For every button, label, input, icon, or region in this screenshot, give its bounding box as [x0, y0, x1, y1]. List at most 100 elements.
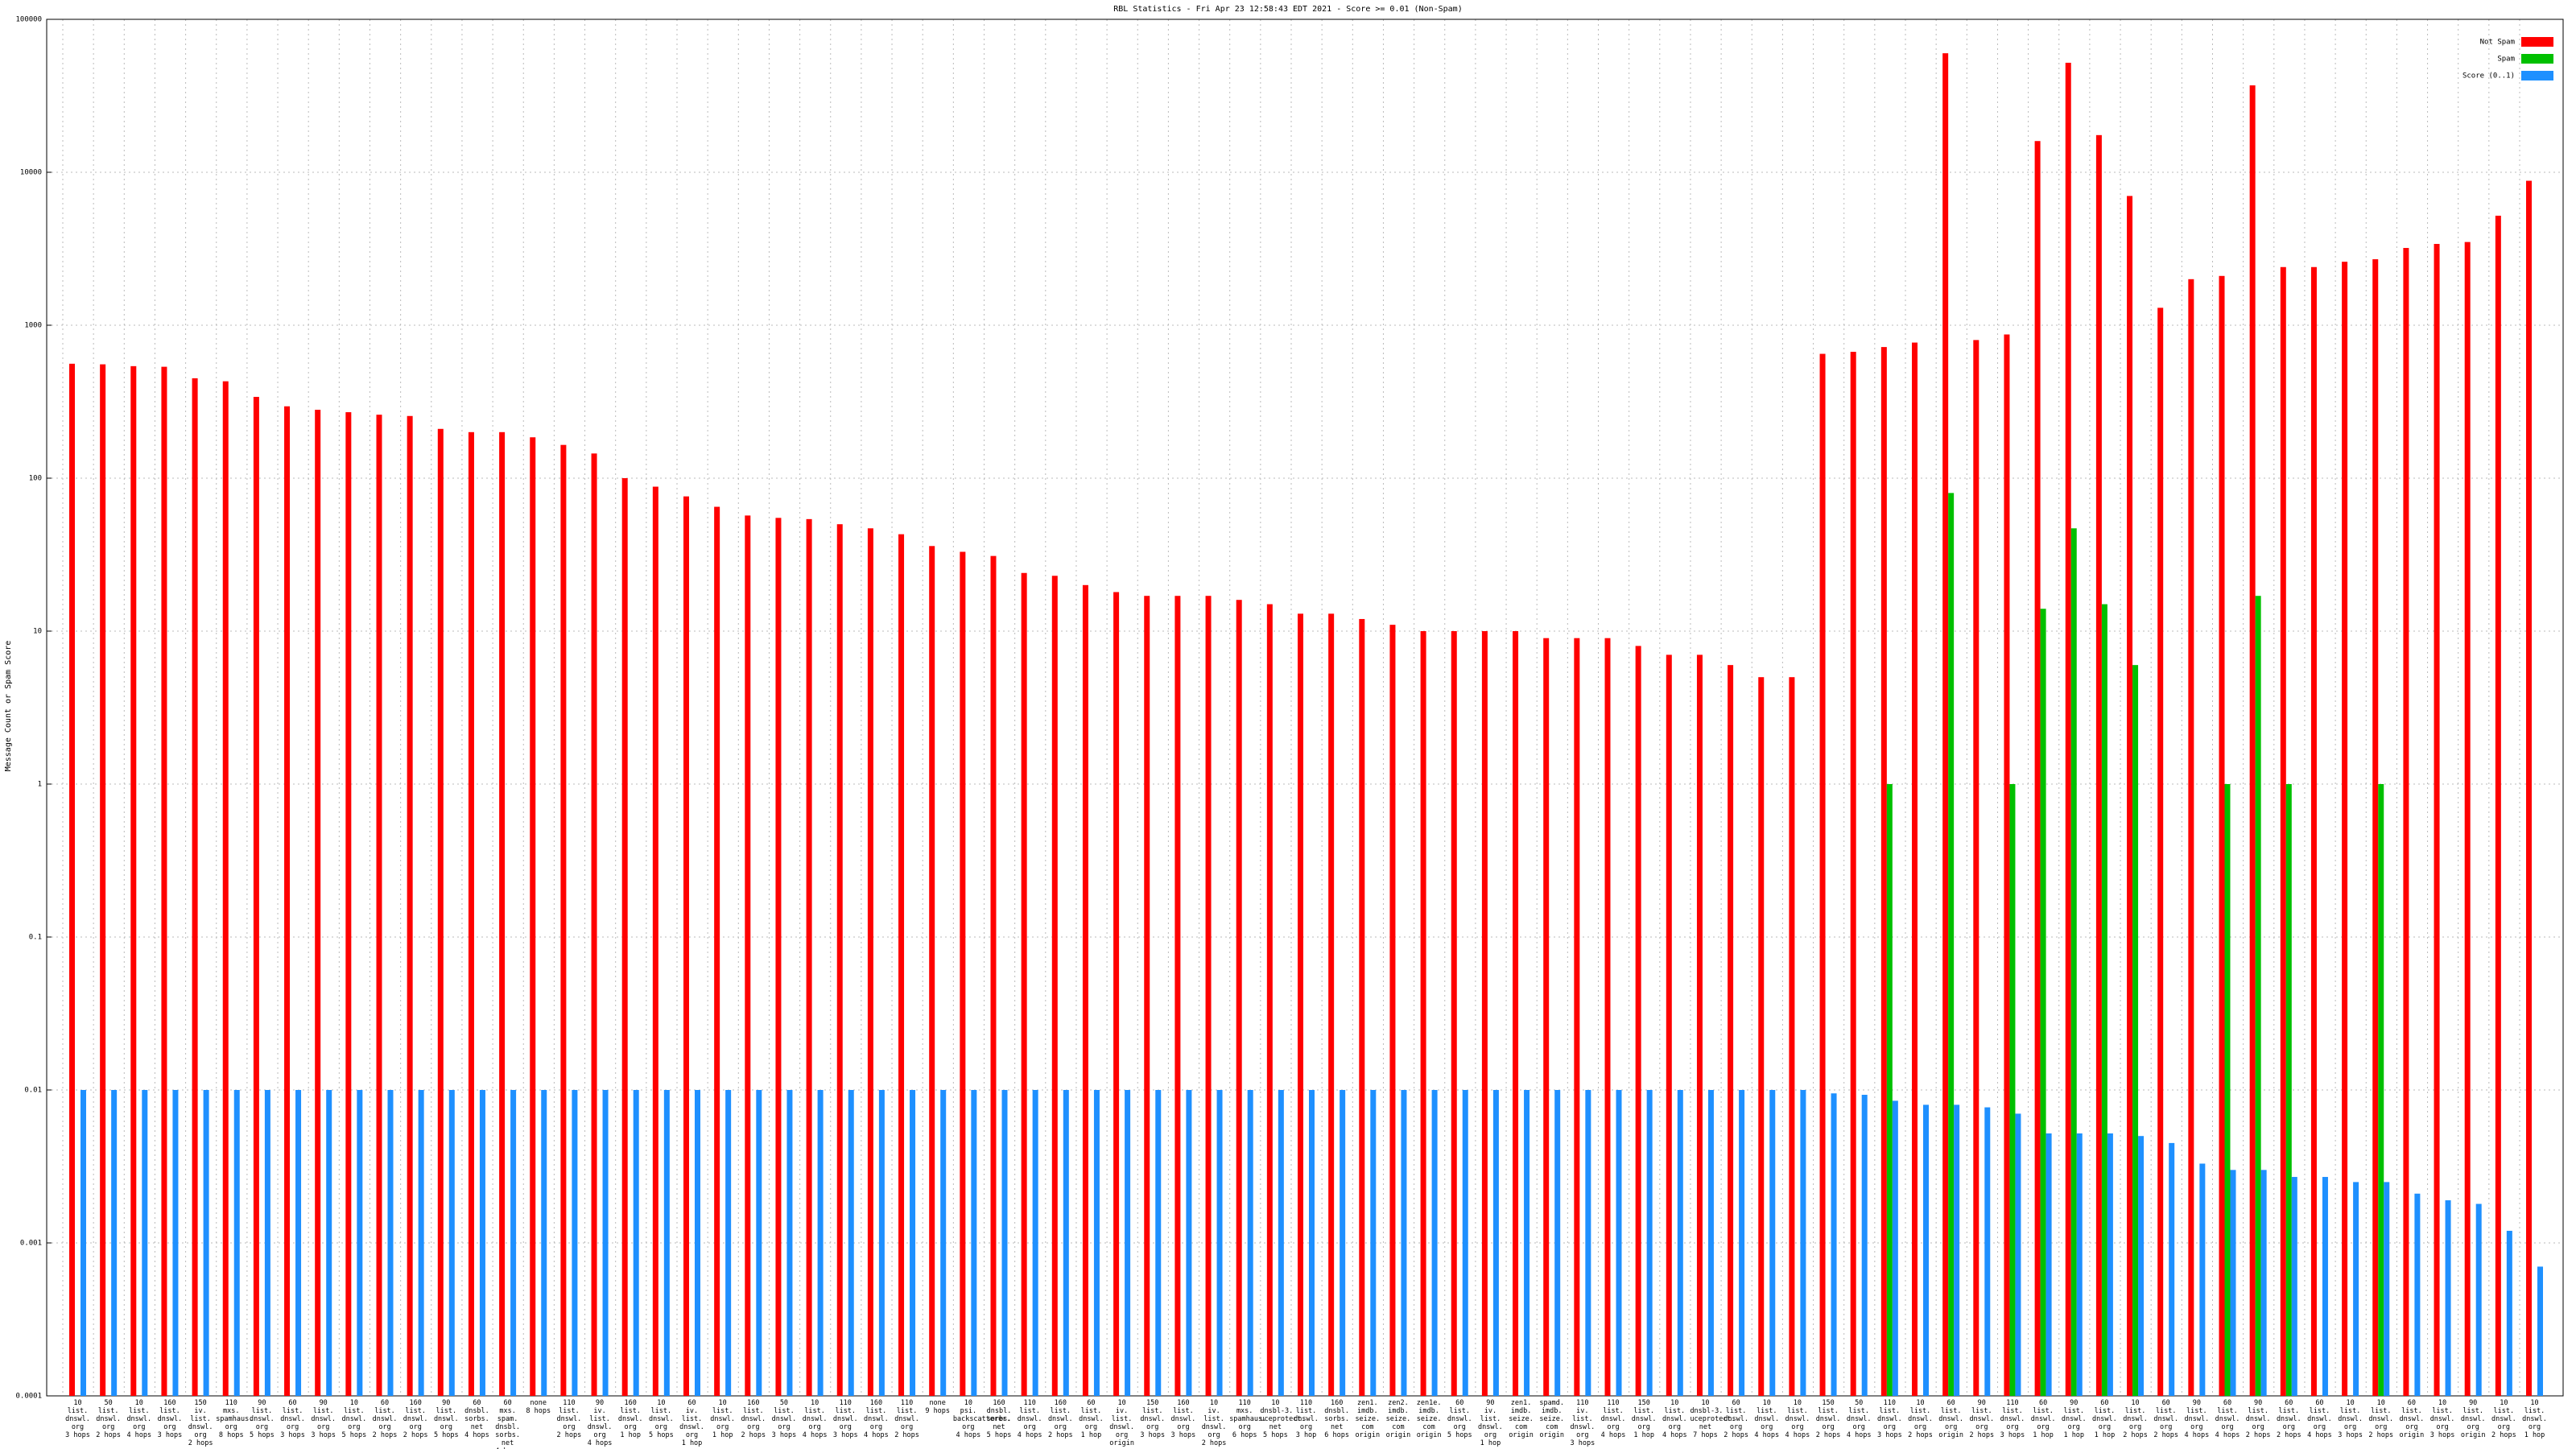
bar [1155, 1090, 1162, 1396]
bar [407, 415, 413, 1397]
bar [1063, 1090, 1069, 1396]
x-tick-label: 110 list. dnswl. org 3 hop [1294, 1399, 1319, 1439]
bar [714, 506, 720, 1397]
bar [1666, 654, 1672, 1396]
bar [1186, 1090, 1192, 1396]
bar [683, 496, 689, 1396]
bar [910, 1090, 916, 1396]
bar [1462, 1090, 1468, 1396]
bar [756, 1090, 762, 1396]
bar [2291, 1177, 2297, 1396]
bar [633, 1090, 639, 1396]
bar [663, 1090, 670, 1396]
bar [1892, 1100, 1898, 1396]
bar [510, 1090, 517, 1396]
bar [2015, 1113, 2021, 1396]
x-tick-label: 60 list. dnswl. org 2 hops [2153, 1399, 2179, 1439]
bar [1543, 638, 1550, 1396]
bar [2285, 784, 2292, 1396]
bar [499, 431, 506, 1396]
bar [2526, 180, 2532, 1396]
bar [295, 1090, 302, 1396]
y-tick-label: 1000 [24, 322, 42, 330]
x-tick-label: 10 list. dnswl. org 4 hops [1785, 1399, 1810, 1439]
bar [1942, 53, 1949, 1397]
bar [1554, 1090, 1561, 1396]
bar [878, 1090, 885, 1396]
bar [387, 1090, 394, 1396]
bar [2506, 1230, 2512, 1396]
x-tick-label: zen1e. imdb. seize. com origin [1416, 1399, 1442, 1439]
x-tick-label: 10 dnsbl-3. uceprotect. net 5 hops [1260, 1399, 1306, 1439]
bar [1861, 1094, 1868, 1396]
x-tick-label: 10 list. dnswl. org 3 hops [2338, 1399, 2363, 1439]
x-tick-label: 10 list. dnswl. org 2 hops [2491, 1399, 2516, 1439]
bar [2095, 134, 2102, 1397]
bar [2434, 244, 2440, 1396]
x-tick-label: 10 list. dnswl. org 4 hops [126, 1399, 152, 1439]
x-tick-label: 60 list. dnswl. org 2 hops [1724, 1399, 1748, 1439]
x-tick-label: 160 dnsbl. sorbs. net 5 hops [986, 1399, 1012, 1439]
x-tick-label: 160 list. dnswl. org 2 hops [402, 1399, 428, 1439]
x-tick-label: 10 list. dnswl. org 4 hops [1662, 1399, 1687, 1439]
bar [326, 1090, 332, 1396]
x-tick-label: 110 list. dnswl. org 3 hops [1876, 1399, 1902, 1439]
x-tick-label: 160 list. dnswl. org 3 hops [1170, 1399, 1196, 1439]
bar [1370, 1090, 1377, 1396]
bar [130, 365, 137, 1396]
bar [2040, 609, 2046, 1396]
x-tick-label: 90 list. dnswl. org 2 hops [1969, 1399, 1995, 1439]
y-tick-label: 0.1 [29, 934, 42, 942]
bar [2004, 334, 2010, 1396]
bar [1401, 1090, 1407, 1396]
x-tick-label: 50 list. dnswl. org 2 hops [96, 1399, 121, 1439]
legend-label: Not Spam [2480, 39, 2515, 47]
bar [1789, 677, 1795, 1396]
x-tick-label: 50 list. dnswl. org 4 hops [1846, 1399, 1872, 1439]
x-tick-label: 90 list. dnswl. org origin [2460, 1399, 2486, 1439]
x-tick-label: 60 list. dnswl. org origin [1938, 1399, 1963, 1439]
bar [541, 1090, 547, 1396]
plot-frame [46, 19, 2564, 1397]
bar [1113, 592, 1120, 1396]
bar [1677, 1090, 1683, 1396]
x-tick-label: 60 list. dnswl. org 5 hops [1447, 1399, 1472, 1439]
bar [1492, 1090, 1499, 1396]
bar [2046, 1133, 2052, 1396]
bar [2372, 259, 2379, 1396]
bar [817, 1090, 824, 1396]
bar [2342, 262, 2348, 1397]
bar [2127, 196, 2133, 1396]
bar [1954, 1104, 1960, 1396]
bar [836, 524, 843, 1396]
x-tick-label: 90 list. dnswl. org 5 hops [433, 1399, 459, 1439]
bar [100, 364, 106, 1396]
x-tick-label: 110 iv. list. dnswl. org 3 hops [1570, 1399, 1596, 1447]
x-tick-label: 10 list. dnswl. org 1 hop [2522, 1399, 2547, 1439]
x-tick-label: 150 list. dnswl. org 1 hop [1631, 1399, 1657, 1439]
x-tick-label: 110 list. dnswl. org 4 hops [1017, 1399, 1042, 1439]
bar [376, 415, 382, 1397]
bar [971, 1090, 977, 1396]
bar [652, 486, 658, 1396]
bar [2255, 596, 2261, 1396]
x-tick-label: 10 list. dnswl. org 2 hops [2123, 1399, 2148, 1439]
x-tick-label: 10 list. dnswl. org 3 hops [2429, 1399, 2455, 1439]
y-tick-label: 100000 [15, 16, 42, 24]
bar [2219, 275, 2225, 1396]
bar [1174, 596, 1181, 1396]
bar [1278, 1090, 1284, 1396]
bar [848, 1090, 854, 1396]
bar [1616, 1090, 1622, 1396]
bar [80, 1090, 86, 1396]
x-tick-label: 160 dnsbl. sorbs. net 6 hops [1324, 1399, 1349, 1439]
bar [806, 518, 812, 1396]
bar [960, 551, 966, 1396]
y-tick-label: 10 [33, 628, 42, 636]
bar [1247, 1090, 1253, 1396]
bar [602, 1090, 609, 1396]
bar [1309, 1090, 1315, 1396]
bar [1216, 1090, 1223, 1396]
bar [1481, 631, 1488, 1396]
legend-swatch [2521, 71, 2553, 80]
